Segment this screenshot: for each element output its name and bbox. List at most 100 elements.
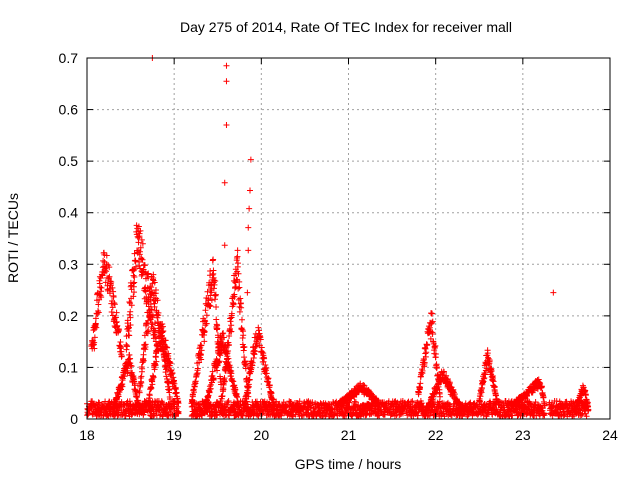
data-point xyxy=(141,262,148,269)
data-point xyxy=(154,297,161,304)
data-point xyxy=(479,379,486,386)
data-point xyxy=(139,365,146,372)
data-point xyxy=(102,279,109,286)
data-point xyxy=(149,381,156,388)
data-point xyxy=(207,302,214,309)
data-point xyxy=(429,318,436,325)
data-point xyxy=(153,334,160,341)
data-point xyxy=(128,411,135,418)
data-point xyxy=(136,389,143,396)
data-point xyxy=(91,334,98,341)
data-point xyxy=(236,308,243,315)
data-point xyxy=(223,122,230,129)
data-point xyxy=(209,368,216,375)
data-point xyxy=(110,293,117,300)
data-point xyxy=(210,285,217,292)
data-point xyxy=(102,265,109,272)
data-point xyxy=(238,316,245,323)
data-point xyxy=(578,411,585,418)
data-point xyxy=(126,332,133,339)
data-point xyxy=(228,328,235,335)
data-point xyxy=(138,373,145,380)
data-point xyxy=(126,299,133,306)
data-point xyxy=(108,399,115,406)
data-point xyxy=(493,396,500,403)
data-point xyxy=(166,395,173,402)
data-point xyxy=(221,378,228,385)
data-point xyxy=(106,264,113,271)
data-point xyxy=(156,340,163,347)
data-point xyxy=(458,406,465,413)
data-point xyxy=(236,406,243,413)
data-point xyxy=(251,351,258,358)
data-point xyxy=(140,351,147,358)
data-point xyxy=(191,389,198,396)
data-point xyxy=(252,343,259,350)
data-point xyxy=(255,324,262,331)
data-point xyxy=(265,375,272,382)
data-point xyxy=(244,289,251,296)
data-point xyxy=(175,400,182,407)
data-point xyxy=(126,351,133,358)
data-point xyxy=(126,398,133,405)
data-point xyxy=(167,360,174,367)
data-point xyxy=(95,301,102,308)
data-point xyxy=(417,380,424,387)
data-point xyxy=(146,392,153,399)
data-point xyxy=(132,263,139,270)
data-point xyxy=(148,284,155,291)
data-point xyxy=(308,402,315,409)
data-point xyxy=(145,270,152,277)
data-point xyxy=(213,303,220,310)
data-point xyxy=(202,307,209,314)
data-point xyxy=(145,317,152,324)
data-point xyxy=(131,273,138,280)
data-point xyxy=(221,242,228,249)
data-point xyxy=(220,330,227,337)
data-point xyxy=(193,371,200,378)
data-point xyxy=(224,355,231,362)
data-point xyxy=(239,326,246,333)
data-point xyxy=(227,373,234,380)
data-point xyxy=(142,341,149,348)
data-point xyxy=(209,272,216,279)
y-tick-label: 0 xyxy=(70,411,78,427)
data-point xyxy=(127,308,134,315)
data-point xyxy=(228,310,235,317)
data-point xyxy=(150,271,157,278)
data-point xyxy=(409,398,416,405)
y-tick-label: 0.7 xyxy=(59,50,79,66)
data-point xyxy=(236,278,243,285)
data-point xyxy=(137,244,144,251)
data-point xyxy=(509,412,516,419)
data-point xyxy=(128,302,135,309)
data-point xyxy=(210,375,217,382)
data-point xyxy=(432,350,439,357)
data-point xyxy=(95,399,102,406)
data-point xyxy=(241,354,248,361)
data-point xyxy=(154,314,161,321)
data-point xyxy=(128,363,135,370)
data-point xyxy=(108,309,115,316)
data-point xyxy=(124,342,131,349)
data-point xyxy=(235,285,242,292)
data-point xyxy=(541,412,548,419)
data-point xyxy=(247,156,254,163)
data-point xyxy=(165,379,172,386)
data-point xyxy=(217,352,224,359)
y-tick-labels: 0 0.1 0.2 0.3 0.4 0.5 0.6 0.7 xyxy=(59,50,79,427)
data-point xyxy=(109,284,116,291)
data-point xyxy=(446,379,453,386)
data-point xyxy=(433,364,440,371)
data-point xyxy=(228,322,235,329)
data-point xyxy=(94,310,101,317)
x-tick-label: 23 xyxy=(515,427,531,443)
data-point xyxy=(259,349,266,356)
data-point xyxy=(127,322,134,329)
data-point xyxy=(116,327,123,334)
data-point xyxy=(212,291,219,298)
data-point xyxy=(95,308,102,315)
data-point xyxy=(144,271,151,278)
data-point xyxy=(215,358,222,365)
data-point xyxy=(92,315,99,322)
